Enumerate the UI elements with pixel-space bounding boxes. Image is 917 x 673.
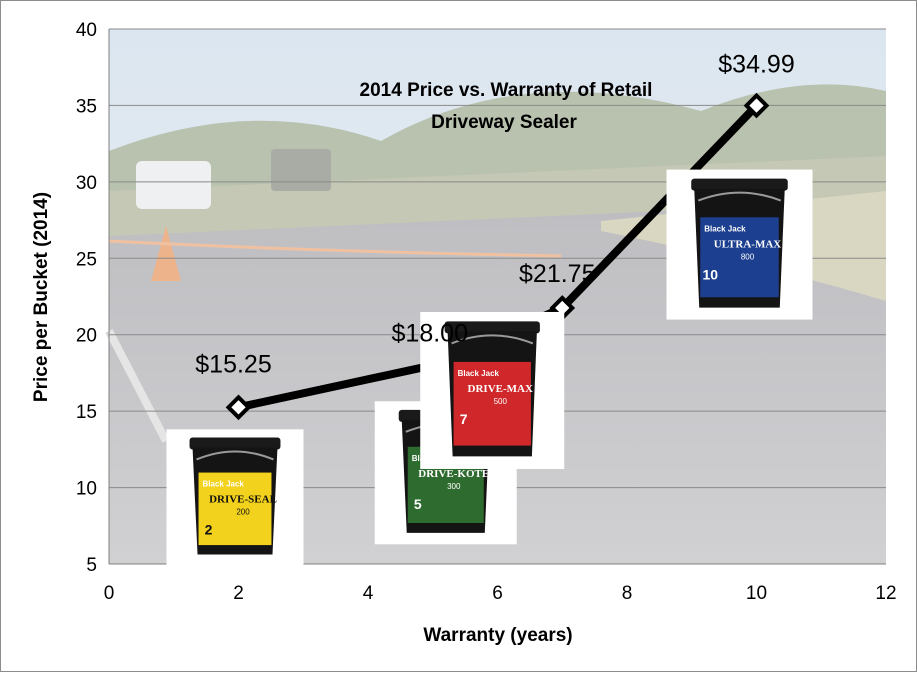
x-tick-label: 10: [746, 583, 767, 604]
x-tick-label: 4: [363, 583, 374, 604]
x-tick-label: 12: [875, 583, 896, 604]
bucket-lid: [189, 437, 281, 450]
chart-title-line-2: Driveway Sealer: [431, 112, 577, 133]
bucket-handle: [697, 191, 782, 202]
bucket-label: [700, 217, 779, 298]
product-bucket-image: Black Jack DRIVE-MAX 500 7: [420, 311, 565, 469]
y-tick-label: 40: [76, 20, 97, 41]
x-tick-label: 6: [492, 583, 503, 604]
chart-title-line-1: 2014 Price vs. Warranty of Retail: [360, 80, 653, 101]
bucket-model-number: 300: [447, 482, 461, 491]
data-point-marker: [225, 394, 252, 421]
bucket-brand-text: Black Jack: [203, 480, 245, 489]
bucket-model-number: 200: [236, 508, 250, 517]
x-tick-label: 2: [233, 583, 244, 604]
y-tick-label: 15: [76, 402, 97, 423]
bucket-handle: [196, 450, 274, 461]
bucket-warranty-badge: 10: [702, 266, 718, 282]
bucket-product-name: DRIVE-SEAL: [209, 494, 277, 506]
bucket-warranty-badge: 2: [205, 522, 213, 538]
bucket-lid: [444, 321, 540, 334]
x-tick-label: 8: [622, 583, 633, 604]
bucket-brand-text: Black Jack: [458, 369, 500, 378]
bucket-model-number: 800: [741, 252, 755, 261]
data-value-label: $21.75: [519, 260, 595, 288]
product-bucket-image: Black Jack ULTRA-MAX 800 10: [666, 169, 813, 320]
y-tick-label: 10: [76, 479, 97, 500]
y-tick-label: 25: [76, 249, 97, 270]
data-labels: $15.25 $18.00 $21.75 $34.99: [195, 51, 794, 379]
bucket-product-name: DRIVE-KOTE: [418, 468, 489, 480]
bucket-lid: [691, 178, 788, 191]
y-tick-label: 20: [76, 326, 97, 347]
y-tick-label: 35: [76, 96, 97, 117]
bucket-model-number: 500: [494, 397, 508, 406]
x-tick-label: 0: [104, 583, 115, 604]
y-tick-label: 5: [86, 555, 97, 576]
bucket-warranty-badge: 5: [414, 496, 422, 512]
product-bucket-image: Black Jack DRIVE-SEAL 200 2: [166, 429, 304, 566]
x-axis-title: Warranty (years): [423, 625, 572, 646]
bucket-warranty-badge: 7: [460, 411, 468, 427]
data-value-label: $15.25: [195, 350, 271, 378]
y-tick-label: 30: [76, 173, 97, 194]
data-value-label: $18.00: [392, 319, 468, 347]
data-point-marker: [743, 92, 770, 119]
bucket-brand-text: Black Jack: [704, 224, 746, 233]
bucket-product-name: DRIVE-MAX: [468, 383, 533, 395]
data-value-label: $34.99: [718, 51, 794, 79]
bucket-label: [198, 472, 272, 546]
bucket-product-name: ULTRA-MAX: [714, 238, 781, 250]
product-images: Black Jack DRIVE-SEAL 200 2 Black Jack DRIVE-…: [166, 169, 813, 566]
y-axis-title: Price per Bucket (2014): [31, 192, 52, 402]
bucket-handle: [451, 334, 534, 345]
bucket-label: [453, 361, 531, 446]
